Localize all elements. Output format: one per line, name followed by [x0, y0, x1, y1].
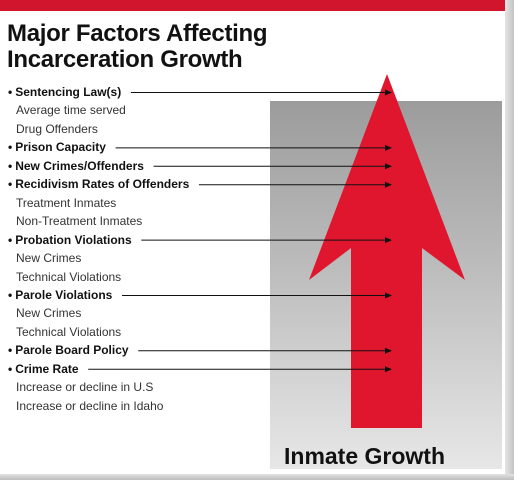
factor-sub-item: Non-Treatment Inmates: [16, 214, 143, 229]
connector-arrowhead-icon: [385, 144, 392, 151]
bullet-icon: •: [8, 85, 13, 99]
bullet-icon: •: [8, 140, 13, 155]
factor-label: Parole Violations: [15, 287, 113, 302]
title-line-2: Incarceration Growth: [7, 46, 243, 73]
side-shadow: [505, 0, 514, 480]
factor-label: Sentencing Law(s): [15, 85, 122, 99]
connector-arrowhead-icon: [385, 237, 392, 244]
connector-arrowhead-icon: [385, 292, 392, 299]
factor-label: Prison Capacity: [15, 140, 106, 155]
factor-sub-item: New Crimes: [16, 306, 82, 321]
factor-sub-item: Increase or decline in U.S: [16, 380, 154, 395]
factor-label: Parole Board Policy: [15, 343, 129, 358]
connector-arrowhead-icon: [385, 163, 392, 170]
factor-label: Recidivism Rates of Offenders: [15, 177, 190, 192]
connector-arrowhead-icon: [385, 89, 392, 96]
factor-sub-item: Technical Violations: [16, 269, 122, 284]
top-accent-bar: [0, 0, 514, 11]
connector-arrowhead-icon: [385, 181, 392, 188]
factor-parole-violations: • Parole Violations: [8, 286, 112, 304]
bullet-icon: •: [8, 287, 13, 302]
factor-label: Crime Rate: [15, 361, 79, 376]
connector-arrowhead-icon: [385, 347, 392, 354]
title-line-1: Major Factors Affecting: [7, 20, 268, 47]
factor-sub-item: New Crimes: [16, 251, 82, 266]
factor-label: New Crimes/Offenders: [15, 158, 144, 173]
factor-sub-item: Average time served: [16, 103, 126, 118]
factor-parole-board-policy: • Parole Board Policy: [8, 341, 129, 359]
factor-sub-item: Increase or decline in Idaho: [16, 398, 164, 413]
growth-arrow-icon: [309, 74, 465, 428]
factor-probation-violations: • Probation Violations: [8, 231, 132, 249]
diagram-title: Major Factors Affecting Incarceration Gr…: [7, 20, 268, 73]
factor-new-crimes-offenders: • New Crimes/Offenders: [8, 157, 144, 175]
bullet-icon: •: [8, 177, 13, 192]
factor-sub-item: Technical Violations: [16, 324, 122, 339]
factor-sub-item: Drug Offenders: [16, 121, 98, 136]
bottom-shadow: [0, 474, 514, 480]
bullet-icon: •: [8, 232, 13, 247]
connector-arrowhead-icon: [385, 366, 392, 373]
bullet-icon: •: [8, 361, 13, 376]
connector-arrows: [88, 89, 392, 373]
bullet-icon: •: [8, 158, 13, 173]
factor-sub-item: Treatment Inmates: [16, 195, 117, 210]
factor-prison-capacity: • Prison Capacity: [8, 138, 106, 156]
inmate-growth-label: Inmate Growth: [284, 443, 446, 469]
bullet-icon: •: [8, 343, 13, 358]
factor-recidivism-rates-of-offenders: • Recidivism Rates of Offenders: [8, 175, 189, 193]
factor-crime-rate: • Crime Rate: [8, 360, 79, 378]
factor-label: Probation Violations: [15, 232, 132, 247]
factor-sentencing-law-s: • Sentencing Law(s): [8, 83, 121, 101]
